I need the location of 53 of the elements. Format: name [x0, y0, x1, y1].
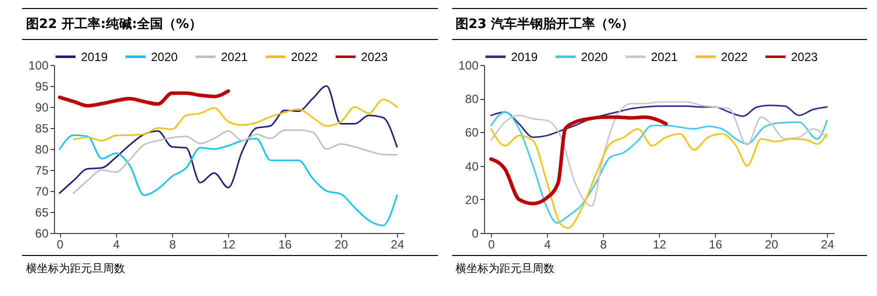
x-tick-label: 20 — [334, 238, 348, 252]
x-tick-label: 8 — [169, 238, 176, 252]
line-series — [72, 98, 398, 142]
y-tick-label: 80 — [35, 142, 49, 156]
line-series — [58, 89, 230, 108]
x-tick-label: 0 — [488, 238, 495, 252]
y-tick-label: 80 — [464, 92, 478, 106]
y-tick-label: 90 — [35, 100, 49, 114]
y-tick-label: 20 — [464, 192, 478, 207]
text: 横坐标为距元旦周数 — [22, 255, 438, 281]
line-series — [488, 115, 668, 206]
y-tick-label: 60 — [35, 226, 49, 240]
legend-label: 2021 — [221, 50, 248, 64]
y-tick-label: 60 — [464, 126, 478, 140]
line-series — [490, 101, 828, 207]
line-series — [490, 111, 828, 224]
text: 横坐标为距元旦周数 — [452, 255, 867, 281]
x-tick-label: 4 — [113, 238, 120, 252]
line-series — [58, 134, 398, 226]
line-series — [58, 85, 398, 194]
chart-title: 图22 开工率:纯碱:全国（%） — [22, 8, 438, 40]
line-series — [490, 128, 828, 229]
legend-label: 2021 — [650, 50, 678, 64]
x-tick-label: 12 — [652, 238, 666, 252]
chart-title: 图23 汽车半钢胎开工率（%） — [452, 8, 867, 40]
legend-label: 2022 — [720, 50, 748, 64]
y-tick-label: 100 — [458, 58, 478, 72]
y-tick-label: 95 — [35, 80, 49, 94]
legend-label: 2019 — [510, 50, 538, 64]
x-tick-label: 24 — [390, 238, 404, 252]
line-series — [72, 129, 398, 194]
x-tick-label: 16 — [708, 238, 722, 252]
y-tick-label: 0 — [471, 226, 478, 240]
x-tick-label: 16 — [278, 238, 292, 252]
legend-label: 2023 — [790, 50, 818, 64]
y-tick-label: 40 — [464, 159, 478, 174]
x-tick-label: 20 — [764, 238, 778, 252]
x-tick-label: 4 — [544, 238, 551, 252]
x-tick-label: 12 — [222, 238, 236, 252]
legend-label: 2020 — [151, 50, 178, 64]
y-tick-label: 100 — [28, 58, 49, 72]
legend-label: 2020 — [580, 50, 608, 64]
legend-label: 2019 — [81, 50, 108, 64]
y-tick-label: 65 — [35, 206, 49, 220]
y-tick-label: 70 — [35, 184, 49, 198]
y-tick-label: 75 — [35, 164, 49, 178]
line-series — [490, 104, 828, 138]
x-tick-label: 24 — [820, 238, 834, 252]
legend-label: 2023 — [361, 50, 388, 64]
x-tick-label: 8 — [600, 238, 607, 252]
legend-label: 2022 — [291, 50, 318, 64]
y-tick-label: 85 — [35, 122, 49, 136]
x-tick-label: 0 — [56, 238, 64, 252]
